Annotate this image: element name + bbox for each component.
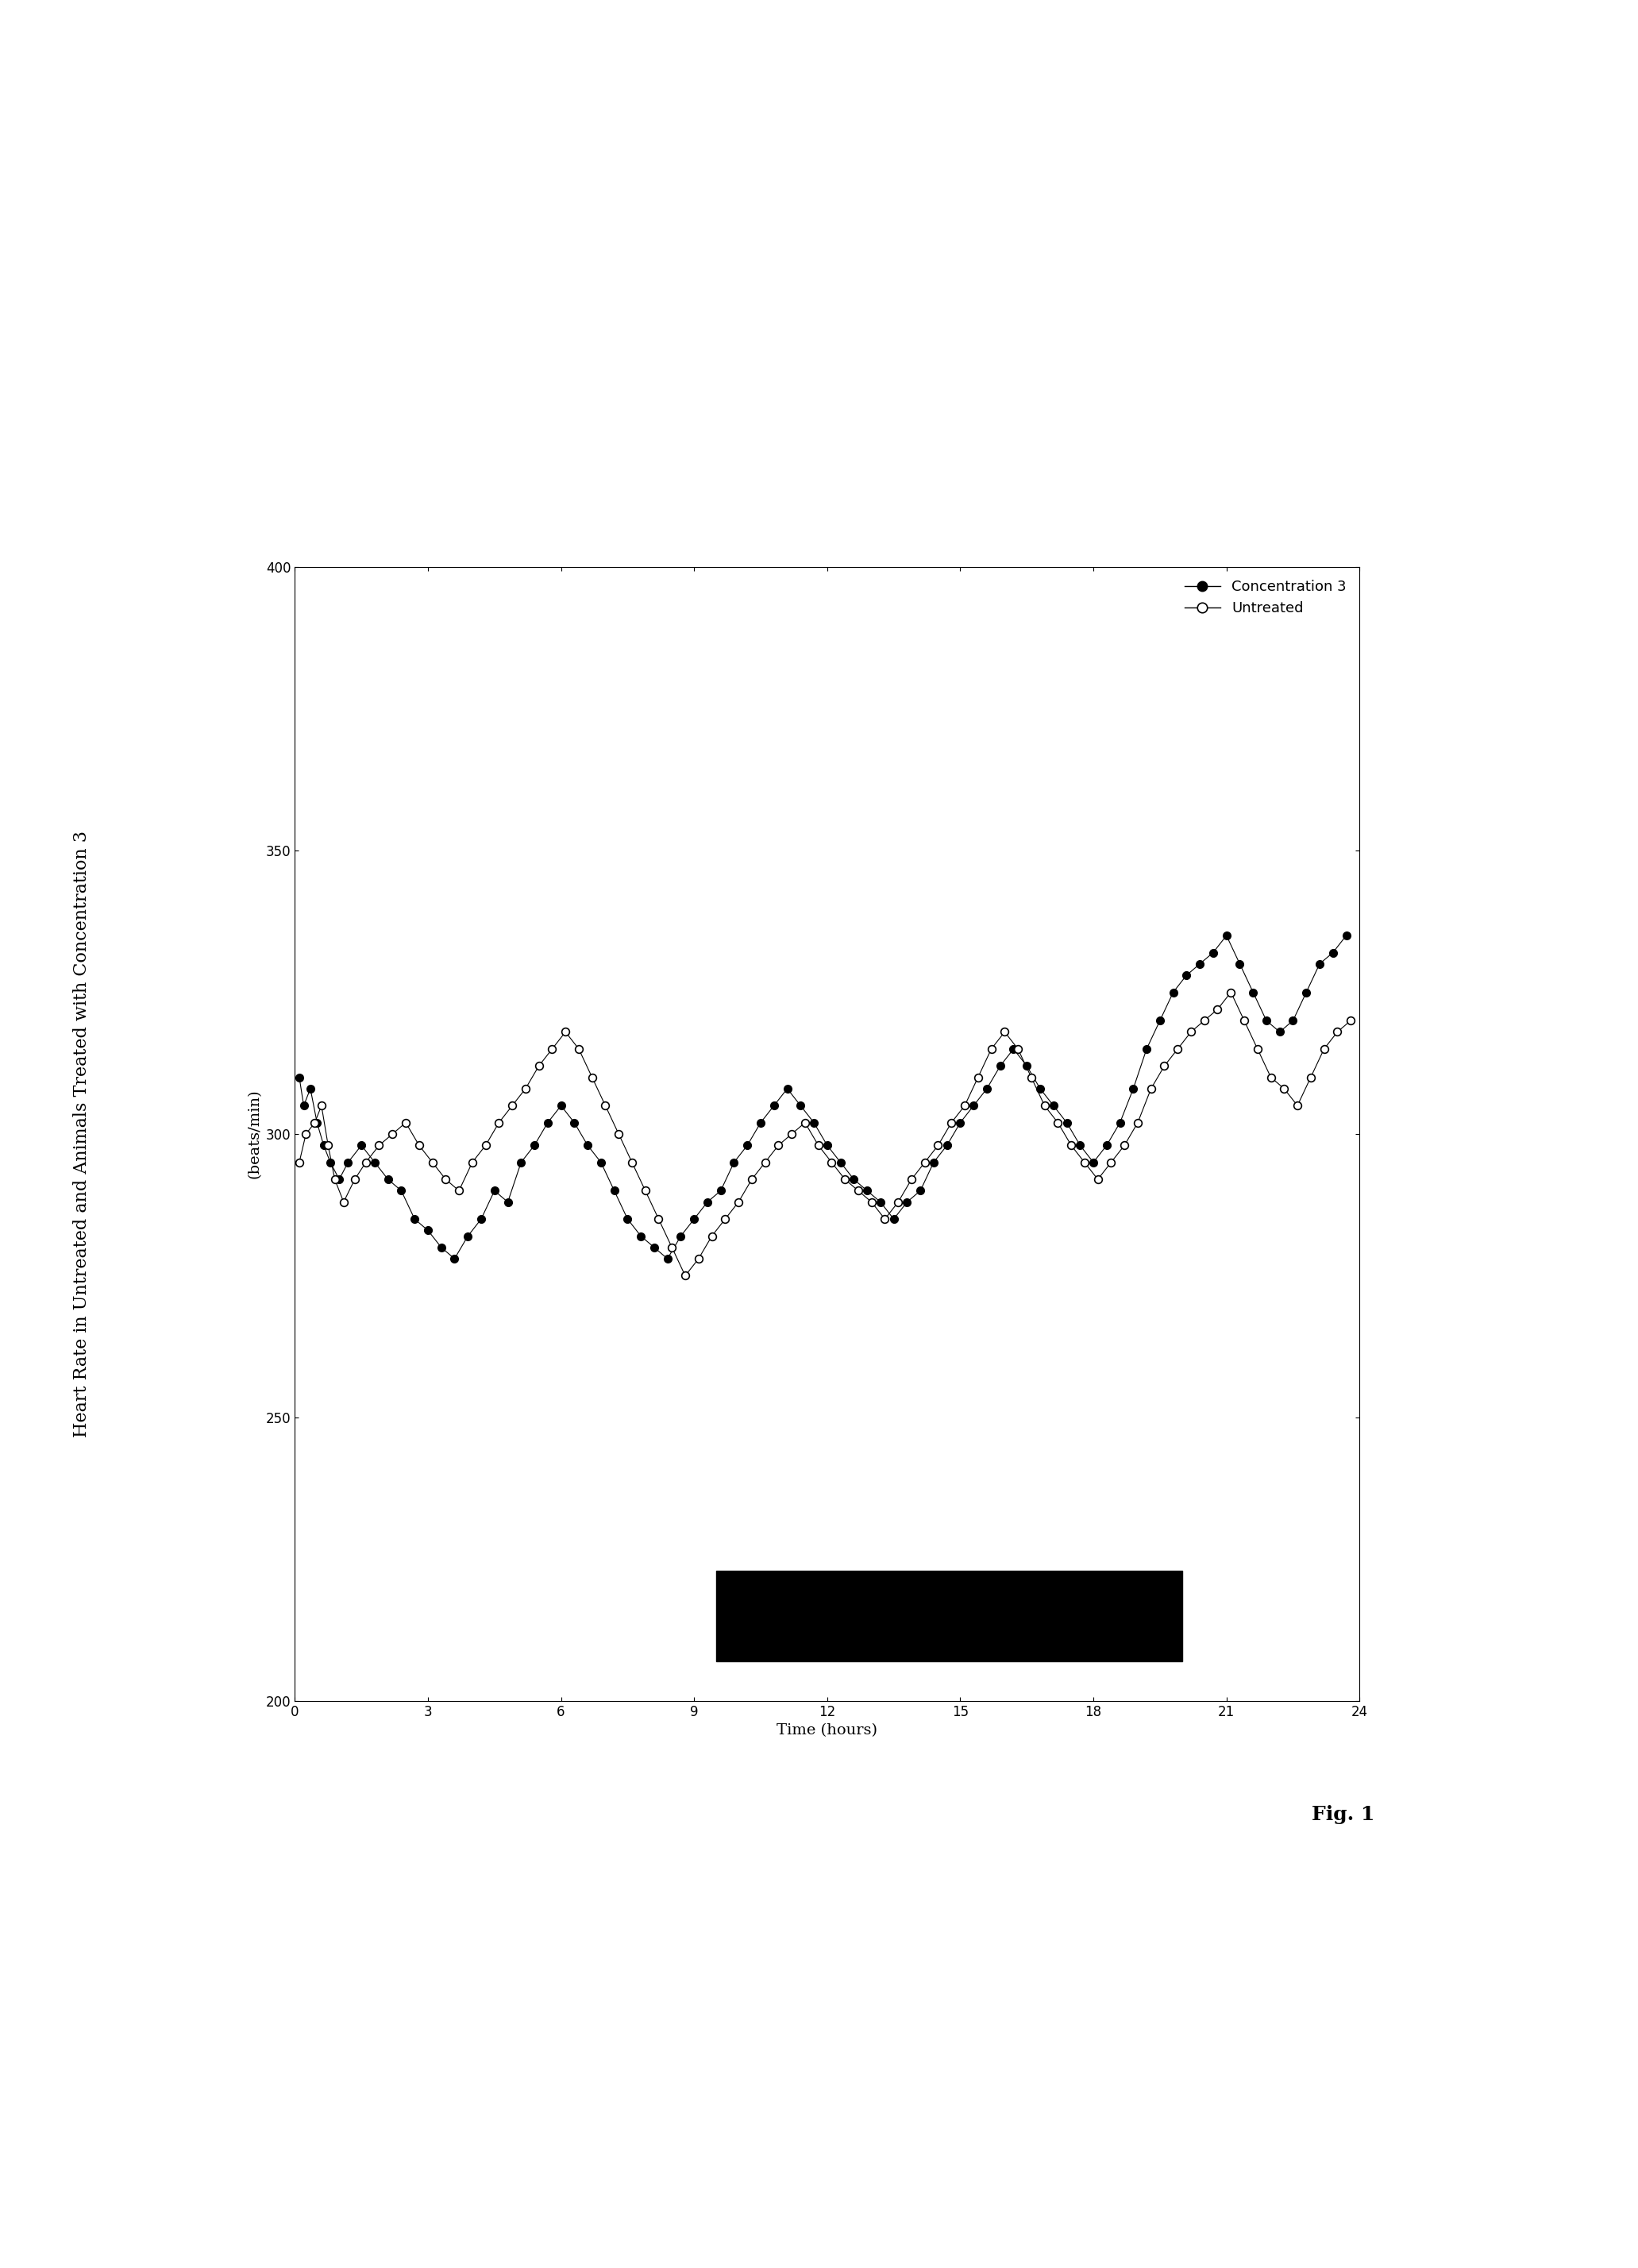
Text: Fig. 1: Fig. 1 — [1312, 1805, 1374, 1823]
Concentration 3 — [290, 1064, 310, 1091]
Concentration 3 — [485, 1177, 505, 1204]
Concentration 3 — [1043, 1091, 1063, 1118]
Untreated — [290, 1148, 310, 1175]
Y-axis label: (beats/min): (beats/min) — [247, 1089, 262, 1179]
Concentration 3 — [1217, 921, 1237, 948]
Untreated — [1220, 980, 1240, 1007]
Concentration 3 — [446, 1245, 465, 1272]
Concentration 3 — [321, 1148, 341, 1175]
Untreated — [675, 1261, 695, 1288]
Line: Untreated: Untreated — [295, 989, 1355, 1279]
Text: Heart Rate in Untreated and Animals Treated with Concentration 3: Heart Rate in Untreated and Animals Trea… — [74, 830, 90, 1438]
Line: Concentration 3: Concentration 3 — [295, 932, 1350, 1263]
Legend: Concentration 3, Untreated: Concentration 3, Untreated — [1179, 574, 1353, 621]
Untreated — [1114, 1132, 1133, 1159]
Concentration 3 — [911, 1177, 930, 1204]
Untreated — [475, 1132, 495, 1159]
X-axis label: Time (hours): Time (hours) — [776, 1724, 878, 1737]
Concentration 3 — [405, 1207, 424, 1234]
Untreated — [1342, 1007, 1361, 1034]
Concentration 3 — [1111, 1109, 1130, 1136]
Untreated — [410, 1132, 429, 1159]
Untreated — [916, 1148, 935, 1175]
Concentration 3 — [1337, 921, 1356, 948]
Untreated — [324, 1166, 344, 1193]
Untreated — [1048, 1109, 1068, 1136]
